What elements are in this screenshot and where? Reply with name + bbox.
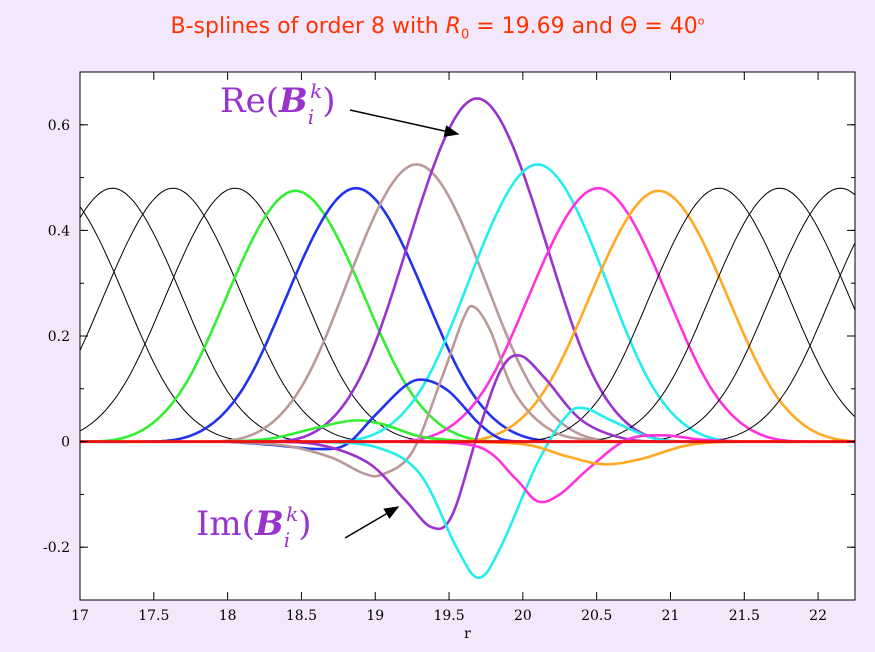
series-line-14 <box>686 241 855 443</box>
series-line-19 <box>316 406 701 580</box>
x-tick-label: 22 <box>809 608 827 624</box>
series-line-13 <box>626 187 855 443</box>
x-tick-label: 18 <box>219 608 237 624</box>
series-line-20 <box>404 433 745 504</box>
series-line-7 <box>263 97 692 443</box>
series-line-2 <box>80 187 387 443</box>
series-layer <box>80 97 855 580</box>
x-tick-label: 20.5 <box>581 608 612 624</box>
x-tick-label: 19 <box>366 608 384 624</box>
x-tick-label: 21.5 <box>729 608 760 624</box>
series-line-6 <box>202 163 631 443</box>
series-line-12 <box>565 187 855 443</box>
annotation-im: Im(Bik) <box>196 502 311 552</box>
series-line-10 <box>444 189 855 443</box>
y-tick-label: 0.4 <box>48 223 70 239</box>
x-tick-label: 17 <box>71 608 89 624</box>
series-line-8 <box>323 163 752 443</box>
x-tick-label: 21 <box>662 608 680 624</box>
x-tick-label: 17.5 <box>138 608 169 624</box>
series-line-0 <box>80 205 269 443</box>
chart-title: B-splines of order 8 with R0 = 19.69 and… <box>170 14 705 43</box>
annotation-re-arrow <box>349 109 460 137</box>
series-line-18 <box>257 353 671 531</box>
x-tick-label: 19.5 <box>433 608 464 624</box>
y-tick-label: 0.6 <box>48 118 70 134</box>
annotation-re: Re(Bik) <box>220 79 336 129</box>
y-tick-label: 0.2 <box>48 329 70 345</box>
series-line-17 <box>227 304 642 478</box>
ticks-layer: 17 17.5 18 18.5 19 19.5 20 20.5 21 21.5 22 -0.2 0 0.2… <box>43 71 855 642</box>
x-tick-label: 18.5 <box>286 608 317 624</box>
y-tick-label: -0.2 <box>43 540 70 556</box>
series-line-4 <box>81 189 510 443</box>
series-line-11 <box>505 187 855 443</box>
series-line-1 <box>80 187 327 443</box>
series-line-9 <box>384 186 813 443</box>
annotation-im-arrow <box>344 506 400 539</box>
x-axis-label: r <box>464 626 471 642</box>
series-line-5 <box>142 186 571 443</box>
y-tick-label: 0 <box>61 435 70 451</box>
x-tick-label: 20 <box>514 608 532 624</box>
